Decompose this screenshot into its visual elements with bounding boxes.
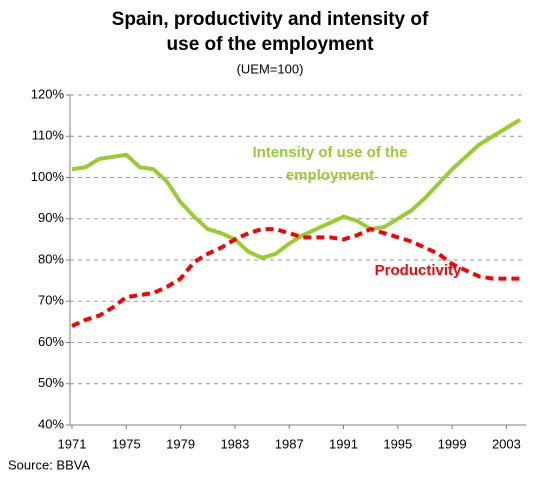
x-tick-label: 1995 — [383, 436, 412, 451]
x-tick-label: 1991 — [329, 436, 358, 451]
y-tick-label: 110% — [32, 128, 65, 143]
y-tick-label: 40% — [38, 416, 64, 431]
source: Source: BBVA — [8, 457, 90, 472]
chart-subtitle: (UEM=100) — [237, 61, 304, 76]
annotation: Productivity — [375, 262, 462, 279]
x-tick-label: 1983 — [220, 436, 249, 451]
y-tick-label: 70% — [38, 293, 64, 308]
x-tick-label: 1979 — [166, 436, 195, 451]
x-tick-label: 1999 — [438, 436, 467, 451]
x-tick-label: 1975 — [112, 436, 141, 451]
series-line — [71, 118, 522, 261]
chart-title: Spain, productivity and intensity of — [112, 9, 429, 30]
y-tick-label: 80% — [38, 251, 64, 266]
x-tick-label: 1971 — [58, 436, 87, 451]
chart-title: use of the employment — [167, 34, 375, 55]
y-tick-label: 60% — [38, 334, 64, 349]
annotation: Intensity of use of the — [252, 144, 407, 161]
y-tick-label: 100% — [31, 169, 65, 184]
y-tick-label: 120% — [31, 86, 65, 101]
x-tick-label: 2003 — [492, 436, 521, 451]
x-tick-label: 1987 — [275, 436, 304, 451]
y-tick-label: 50% — [38, 375, 64, 390]
series-line — [71, 226, 520, 328]
y-tick-label: 90% — [38, 210, 64, 225]
annotation: employment — [286, 167, 374, 184]
